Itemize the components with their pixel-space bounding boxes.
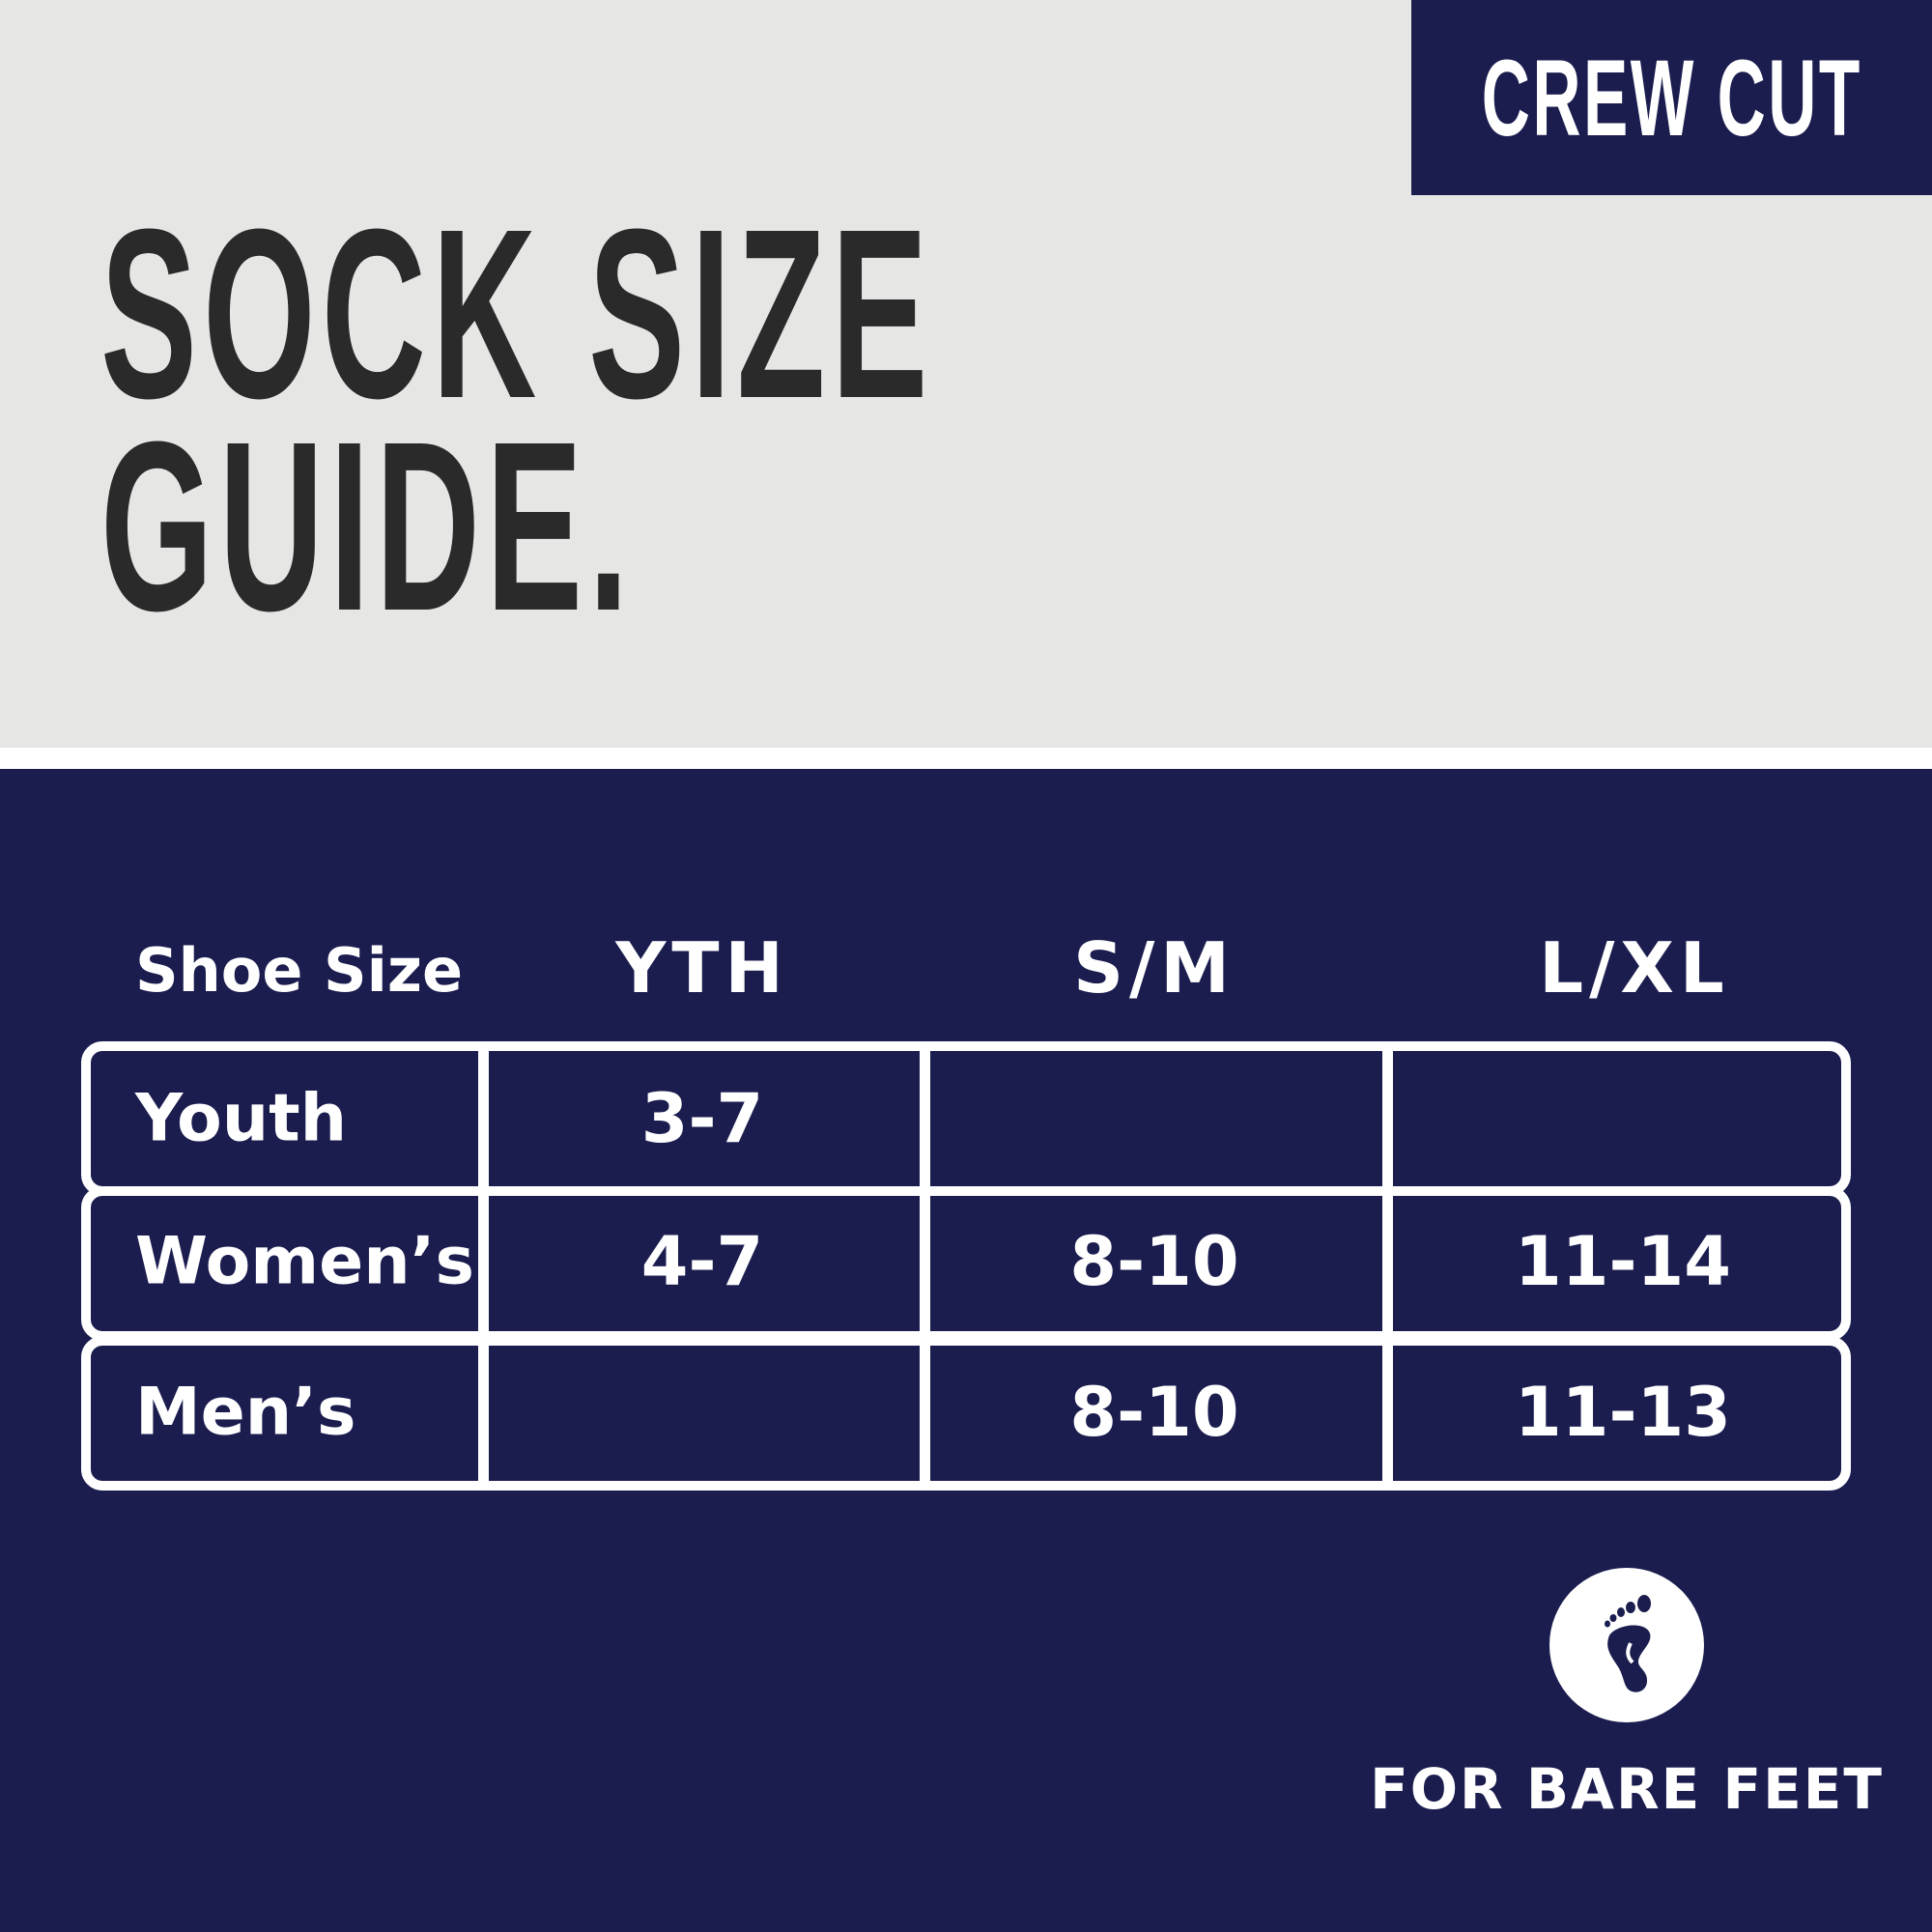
cell-womens-yth: 4-7 — [640, 1222, 764, 1301]
column-divider — [1382, 1041, 1393, 1491]
row-label-youth: Youth — [135, 1080, 348, 1157]
page-title-line1: SOCK SIZE — [100, 179, 934, 448]
row-label-womens: Women’s — [135, 1223, 474, 1300]
column-header-sm: S/M — [1073, 927, 1236, 1009]
table-row-mens — [81, 1336, 1851, 1491]
bare-feet-label: FOR BARE FEET — [1370, 1756, 1884, 1822]
bare-foot-icon — [1549, 1568, 1704, 1722]
page-title-line2: GUIDE. — [100, 391, 635, 661]
table-panel — [0, 769, 1932, 1932]
cell-youth-yth: 3-7 — [640, 1079, 764, 1158]
cell-mens-lxl: 11-13 — [1515, 1373, 1731, 1452]
column-divider — [920, 1041, 930, 1491]
column-divider — [478, 1041, 489, 1491]
row-label-mens: Men’s — [135, 1374, 356, 1451]
cell-mens-sm: 8-10 — [1069, 1373, 1239, 1452]
shoe-size-header: Shoe Size — [135, 935, 464, 1006]
brand-badge: CREW CUT — [1411, 0, 1932, 195]
column-header-yth: YTH — [615, 927, 789, 1009]
column-header-lxl: L/XL — [1539, 927, 1730, 1009]
brand-label: CREW CUT — [1481, 37, 1862, 158]
cell-womens-lxl: 11-14 — [1515, 1222, 1731, 1301]
cell-womens-sm: 8-10 — [1069, 1222, 1239, 1301]
